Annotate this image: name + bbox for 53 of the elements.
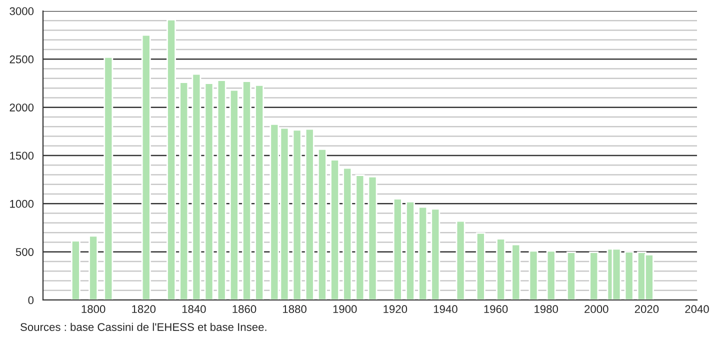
bar <box>511 244 521 300</box>
x-tick-label: 2000 <box>584 305 608 314</box>
x-tick-label: 2020 <box>634 305 659 314</box>
bar <box>242 80 252 300</box>
y-tick-label: 1000 <box>10 200 34 208</box>
bar <box>456 220 466 300</box>
x-tick-label: 1940 <box>434 305 458 314</box>
bar <box>476 232 486 300</box>
y-tick-label: 500 <box>16 248 34 256</box>
y-tick-label: 2500 <box>10 55 34 64</box>
y-tick-label: 1500 <box>10 152 34 160</box>
x-tick-label: 1920 <box>384 305 408 314</box>
bar <box>528 250 538 300</box>
x-tick-label: 1840 <box>182 305 206 314</box>
x-tick-label: 1980 <box>534 305 558 314</box>
y-tick-label: 2000 <box>10 104 34 112</box>
bar <box>368 176 378 300</box>
x-tick-label: 1820 <box>132 305 156 314</box>
x-tick-label: 1880 <box>283 305 306 314</box>
bar <box>589 252 599 300</box>
bar <box>192 73 202 300</box>
bar <box>141 34 151 300</box>
y-tick-label: 3000 <box>10 7 34 16</box>
bar <box>254 84 264 300</box>
bar <box>104 56 114 300</box>
bar <box>317 148 327 300</box>
bar <box>406 201 415 300</box>
y-tick-label: 0 <box>28 296 34 304</box>
x-tick-label: 2040 <box>685 305 709 314</box>
bar <box>355 174 365 300</box>
bar <box>166 18 176 300</box>
bar <box>88 235 98 300</box>
x-tick-label: 1800 <box>82 305 106 314</box>
bar <box>70 240 80 300</box>
bar <box>430 208 440 300</box>
bar <box>418 206 428 300</box>
bar <box>216 80 226 300</box>
bar <box>546 250 556 300</box>
x-tick-label: 1960 <box>484 305 508 314</box>
bar <box>392 198 402 300</box>
bar <box>304 128 314 300</box>
bar <box>204 82 214 300</box>
x-tick-label: 1860 <box>232 305 256 314</box>
source-note: Sources : base Cassini de l'EHESS et base Insee. <box>20 322 266 331</box>
bar <box>624 251 634 300</box>
bar <box>342 167 352 300</box>
bar <box>229 89 239 300</box>
bar <box>330 159 340 300</box>
bar <box>566 252 576 300</box>
bar <box>179 82 189 300</box>
bar <box>292 129 302 300</box>
x-tick-label: 1900 <box>333 305 357 314</box>
bar <box>496 238 506 300</box>
